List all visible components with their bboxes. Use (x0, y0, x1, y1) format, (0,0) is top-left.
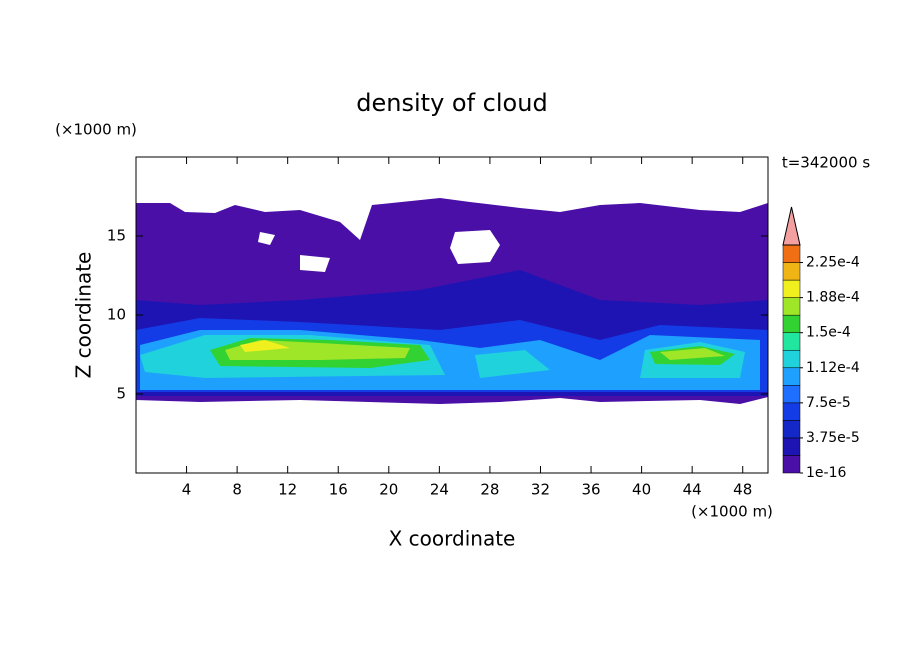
x-tick-label: 40 (632, 481, 651, 499)
colorbar-band (782, 349, 801, 369)
y-tick-label: 10 (107, 306, 126, 324)
x-tick-label: 16 (329, 481, 348, 499)
colorbar-tick-label: 2.25e-4 (806, 255, 860, 271)
x-tick-label: 12 (278, 481, 297, 499)
colorbar-band (782, 420, 801, 439)
x-unit: (×1000 m) (691, 503, 773, 521)
colorbar-band (782, 402, 801, 421)
x-tick-label: 28 (480, 481, 499, 499)
colorbar-band (782, 332, 801, 351)
x-tick-label: 4 (182, 481, 192, 499)
colorbar-tick-label: 1.12e-4 (806, 360, 860, 376)
chart-title: density of cloud (356, 89, 547, 117)
annotation: t=342000 s (782, 154, 870, 172)
x-tick-label: 8 (232, 481, 242, 499)
x-tick-label: 36 (581, 481, 600, 499)
colorbar-band (782, 244, 801, 263)
y-tick-label: 15 (107, 227, 126, 245)
colorbar-tick-label: 1.88e-4 (806, 290, 860, 306)
colorbar-tick-label: 7.5e-5 (806, 395, 851, 411)
colorbar-band (782, 279, 801, 298)
colorbar-tick-label: 3.75e-5 (806, 430, 860, 446)
x-axis-label: X coordinate (389, 527, 516, 551)
y-axis-label: Z coordinate (72, 252, 96, 379)
contour-field (136, 198, 768, 404)
x-tick-label: 20 (379, 481, 398, 499)
x-tick-label: 48 (733, 481, 752, 499)
x-tick-label: 24 (430, 481, 449, 499)
x-tick-label: 44 (683, 481, 702, 499)
colorbar-band (782, 314, 801, 333)
colorbar-band (782, 262, 801, 281)
x-tick-label: 32 (531, 481, 550, 499)
colorbar-extend (782, 206, 801, 246)
colorbar-band (782, 297, 801, 316)
colorbar-tick-label: 1.5e-4 (806, 325, 851, 341)
colorbar-tick-label: 1e-16 (806, 465, 846, 481)
colorbar-band (782, 367, 801, 386)
colorbar-band (782, 437, 801, 456)
y-unit: (×1000 m) (55, 121, 137, 139)
colorbar-band (782, 455, 801, 474)
colorbar-band (782, 385, 801, 404)
y-tick-label: 5 (116, 385, 126, 403)
